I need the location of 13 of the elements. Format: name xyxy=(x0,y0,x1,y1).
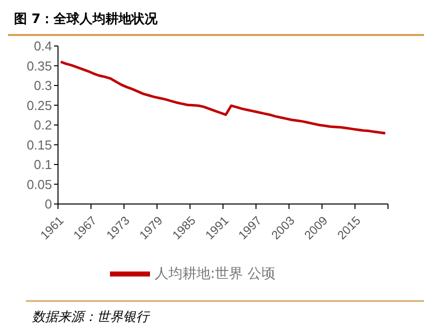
y-tick-label: 0.35 xyxy=(26,58,52,74)
y-tick-label: 0.25 xyxy=(26,98,52,113)
y-tick-label: 0.2 xyxy=(34,118,52,133)
y-tick-label: 0 xyxy=(44,196,52,212)
chart-title: 图 7：全球人均耕地状况 xyxy=(8,8,424,36)
y-tick-label: 0.05 xyxy=(26,176,52,192)
legend-label: 人均耕地:世界 公顷 xyxy=(154,266,276,282)
y-tick-label: 0.15 xyxy=(26,137,52,152)
line-series xyxy=(60,60,386,135)
source-note: 数据来源：世界银行 xyxy=(32,309,152,326)
y-tick-label: 0.1 xyxy=(34,157,52,172)
y-tick-label: 0.3 xyxy=(34,78,52,94)
y-tick-label: 0.4 xyxy=(34,38,52,54)
